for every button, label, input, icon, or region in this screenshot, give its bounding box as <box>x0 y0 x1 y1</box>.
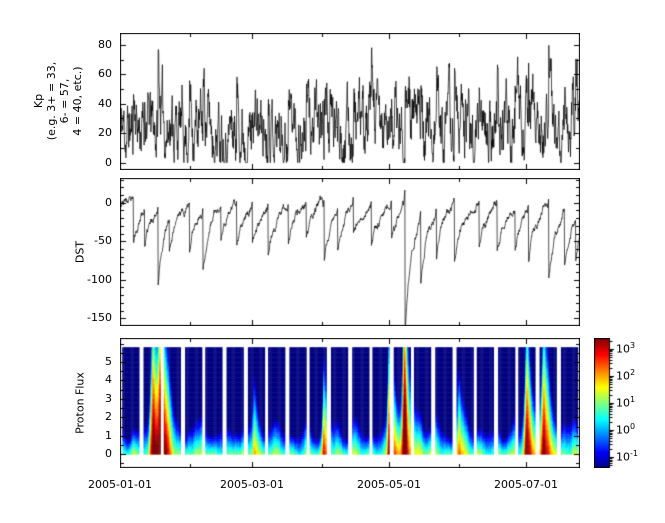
kp-axis-label: Kp (e.g. 3+ = 33, 6- = 57, 4 = 40, etc.) <box>32 62 84 140</box>
kp-axis-label-line: Kp <box>32 93 45 109</box>
colorbar-tick-label: 101 <box>616 395 636 410</box>
kp-axis-label-line: 6- = 57, <box>58 78 71 124</box>
kp-ytick-label: 0 <box>105 156 112 169</box>
x-tick-label: 2005-07-01 <box>494 478 558 491</box>
kp-plot-canvas <box>120 33 580 170</box>
kp-ytick-label: 80 <box>98 38 112 51</box>
flux-ytick-label: 5 <box>105 355 112 368</box>
kp-axis-label-line: (e.g. 3+ = 33, <box>45 61 58 141</box>
dst-ytick-label: -100 <box>87 273 112 286</box>
kp-axis-label-line: 4 = 40, etc.) <box>71 66 84 136</box>
colorbar-tick-label: 10-1 <box>616 449 638 464</box>
colorbar-tick-label: 102 <box>616 368 636 383</box>
x-tick-label: 2005-05-01 <box>357 478 421 491</box>
flux-ytick-label: 0 <box>105 447 112 460</box>
proton-flux-axis-label: Proton Flux <box>73 372 87 434</box>
x-tick-label: 2005-01-01 <box>88 478 152 491</box>
colorbar-tick-label: 103 <box>616 341 636 356</box>
colorbar-canvas <box>594 338 618 468</box>
x-tick-label: 2005-03-01 <box>220 478 284 491</box>
colorbar-tick-label: 100 <box>616 422 636 437</box>
dst-plot-canvas <box>120 178 580 326</box>
dst-ytick-label: -150 <box>87 311 112 324</box>
proton-flux-heatmap-canvas <box>120 338 580 468</box>
dst-ytick-label: 0 <box>105 196 112 209</box>
dst-axis-label: DST <box>73 240 87 264</box>
